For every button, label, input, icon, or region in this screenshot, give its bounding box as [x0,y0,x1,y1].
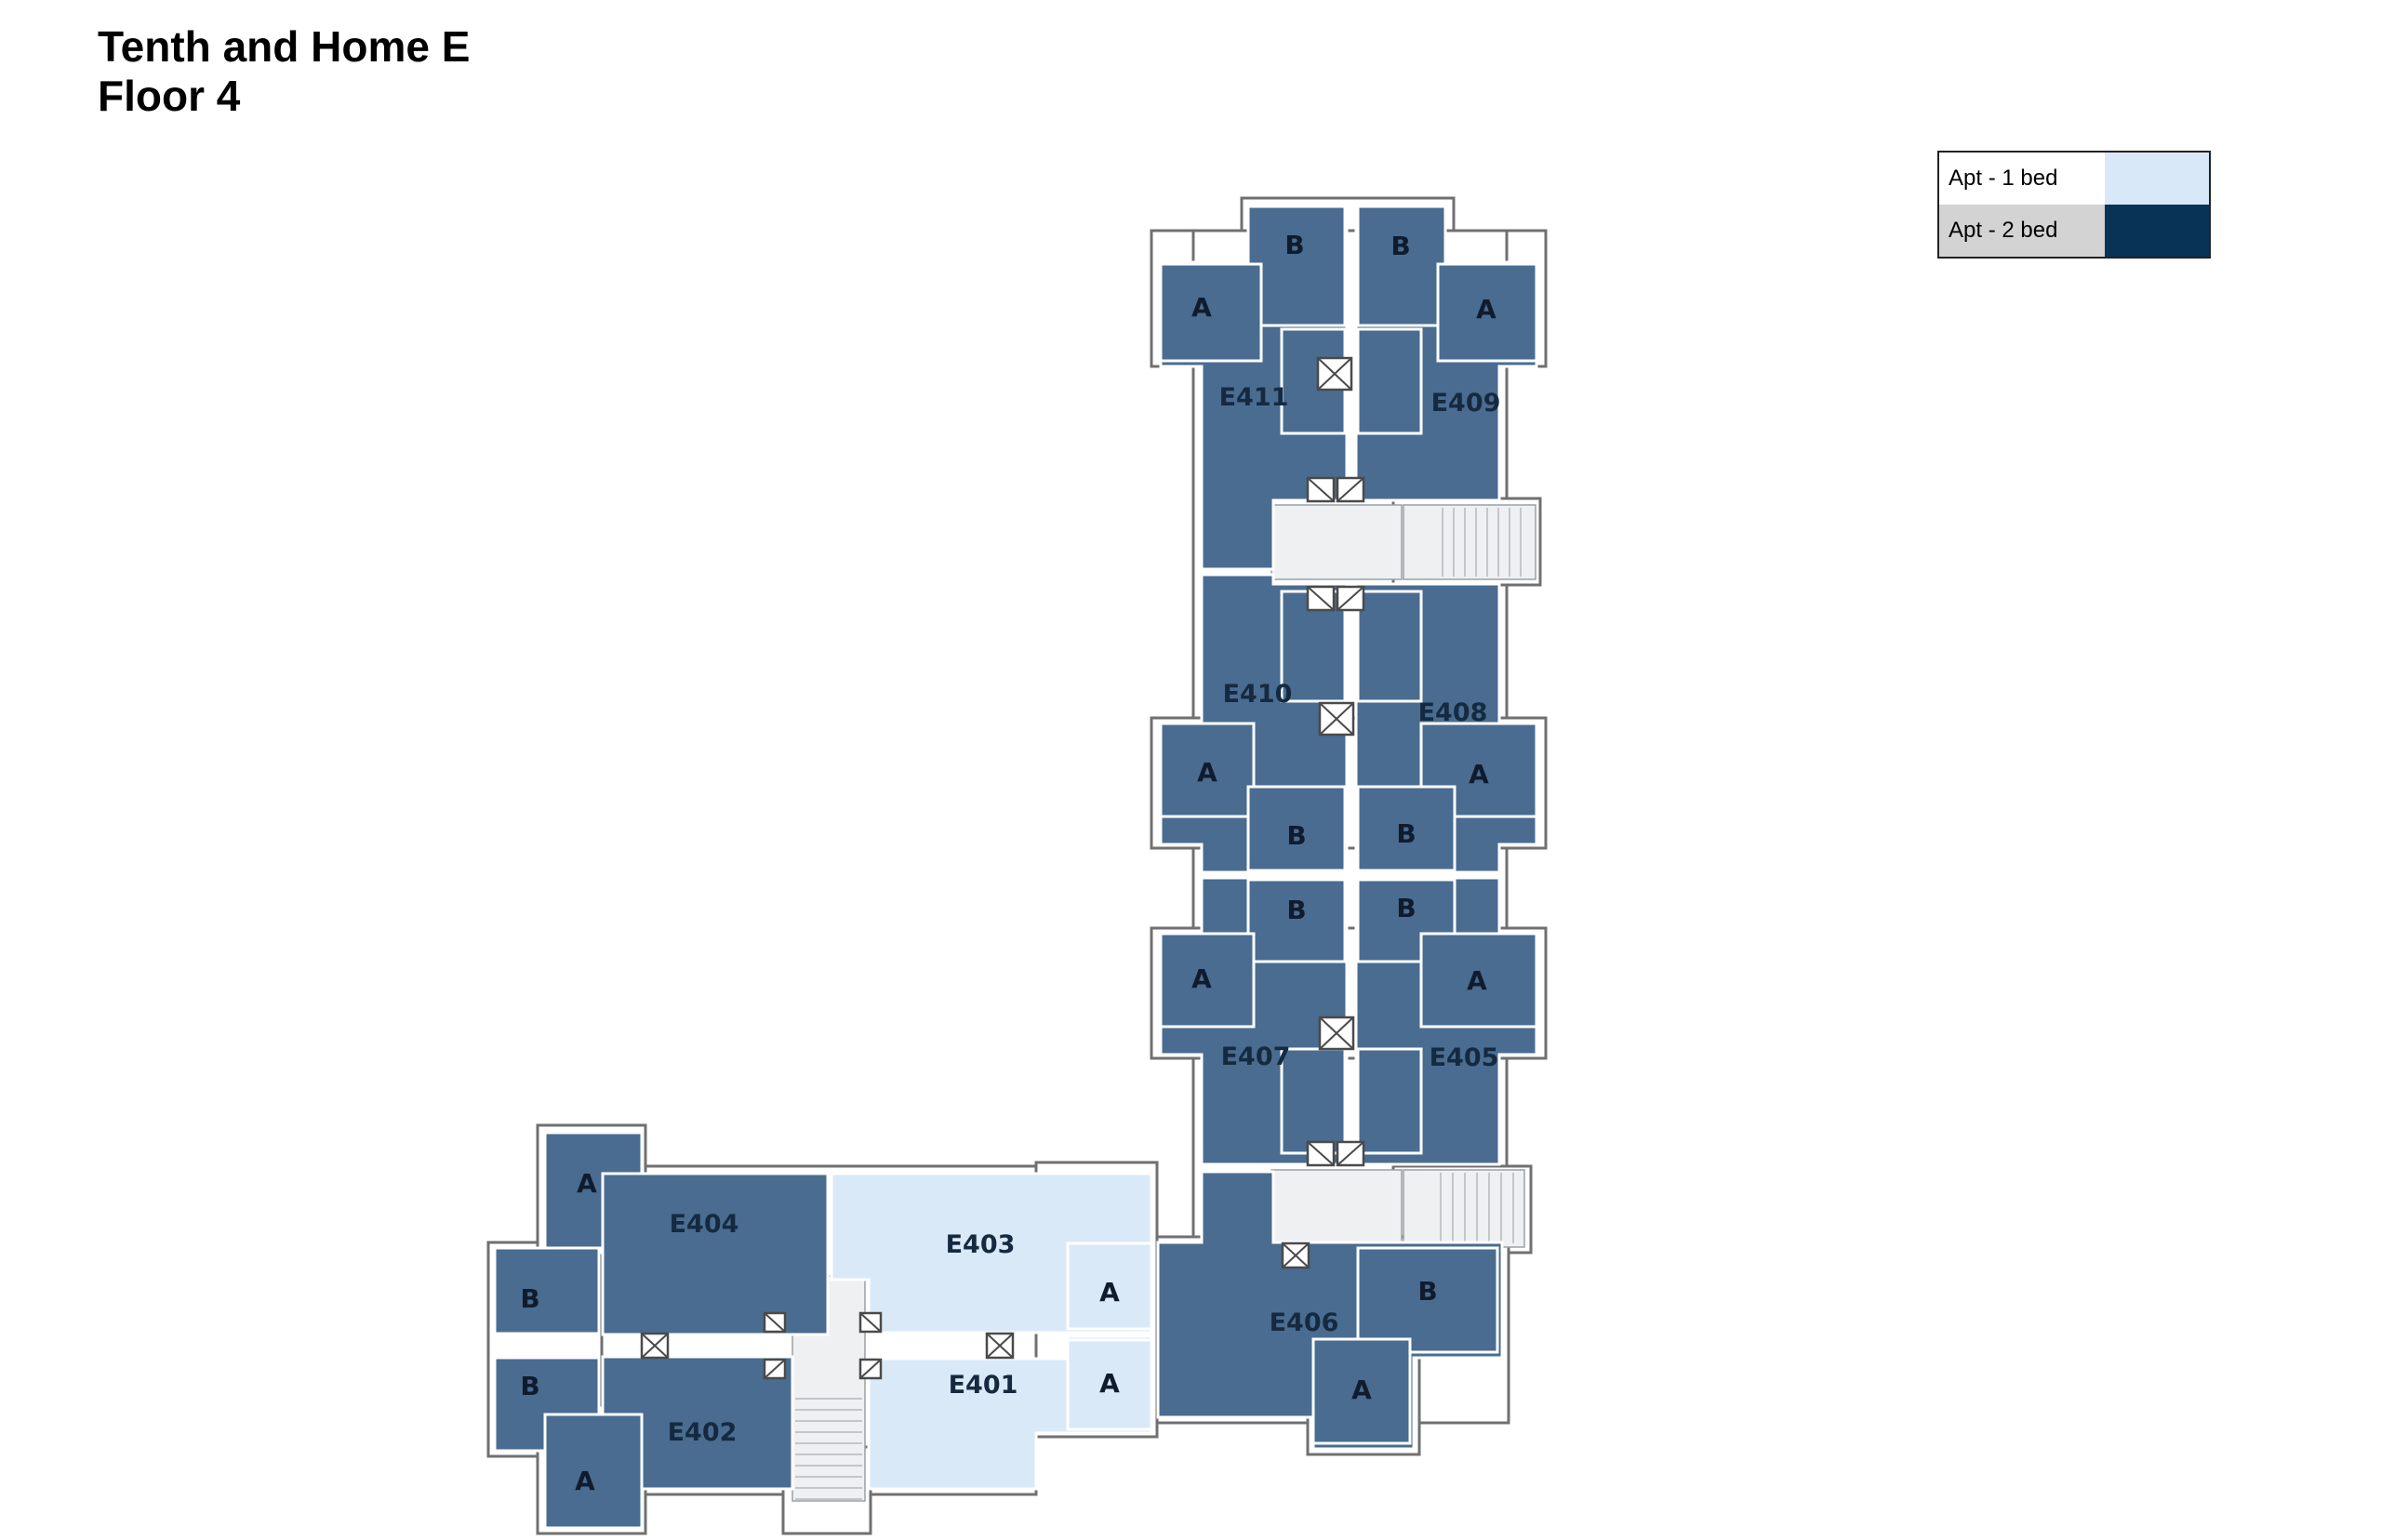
unit-e404 [493,1131,830,1336]
unit-labels: E411 E409 E410 E408 E407 E405 E406 E404 … [668,383,1501,1447]
stairwell-north-lower [1403,1169,1525,1248]
legend-label-2bed: Apt - 2 bed [1949,218,2058,243]
elevator-icon [1316,356,1353,392]
room-letter: A [575,1466,595,1496]
unit-e406 [1156,1170,1504,1451]
unit-e402 [493,1355,794,1530]
room-letter: B [1396,818,1416,849]
unit-label-e410: E410 [1223,680,1293,709]
unit-label-e402: E402 [668,1418,738,1447]
stair-steps-icon [1440,1173,1514,1243]
unit-label-e408: E408 [1418,698,1488,727]
legend-row-1bed: Apt - 1 bed [1939,153,2209,205]
elevator-shaft-icon [763,476,1365,1380]
page-title-line1: Tenth and Home E [98,22,471,71]
page-title-line2: Floor 4 [98,72,241,121]
room-letter: A [1467,965,1487,996]
corridor-lobby-north-upper [1270,504,1403,580]
unit-label-e404: E404 [670,1210,739,1239]
stairwell-north-upper [1403,504,1536,580]
elevator-icon [640,1332,670,1360]
room-letters: B B A A A A B B B B A A B A A A A B B A [520,230,1496,1496]
room-partitions [1066,205,1538,1445]
room-letter: B [520,1371,539,1401]
unit-label-e409: E409 [1431,389,1501,418]
elevator-icon [1281,1241,1310,1269]
room-letter: A [1191,963,1212,994]
room-letter: A [1351,1374,1372,1405]
elevator-icon [1318,1016,1355,1051]
room-letter: B [1396,893,1416,923]
room-letter: A [577,1168,597,1199]
legend-label-1bed: Apt - 1 bed [1949,166,2058,191]
legend-swatch-1bed [2105,153,2209,205]
corridor-lobby-north-lower [1270,1169,1403,1248]
room-letter: B [1286,895,1306,925]
unit-label-e405: E405 [1430,1043,1499,1072]
elevator-icons [640,356,1365,1380]
room-letter: A [1191,292,1212,323]
stair-steps-icon [795,1398,862,1500]
elevator-icon [985,1332,1015,1360]
room-letter: A [1197,757,1217,788]
room-letter: A [1469,759,1489,790]
room-letter: B [1417,1276,1437,1307]
stair-steps-icon [1442,508,1522,577]
legend-swatch-2bed [2105,205,2209,257]
elevator-icon [1318,701,1355,737]
room-letter: B [1286,820,1306,851]
unit-label-e406: E406 [1270,1308,1339,1337]
unit-label-e407: E407 [1221,1042,1291,1071]
legend: Apt - 1 bed Apt - 2 bed [1937,151,2211,259]
legend-row-2bed: Apt - 2 bed [1939,205,2209,257]
room-letter: A [1099,1368,1120,1399]
room-letter: B [520,1283,539,1314]
unit-label-e401: E401 [949,1371,1018,1400]
room-letter: A [1476,294,1496,325]
room-letter: B [1390,231,1410,261]
page-title: Tenth and Home E Floor 4 [98,22,470,122]
unit-label-e411: E411 [1219,383,1289,412]
unit-label-e403: E403 [946,1230,1016,1259]
room-letter: B [1284,230,1304,260]
room-letter: A [1099,1277,1120,1308]
